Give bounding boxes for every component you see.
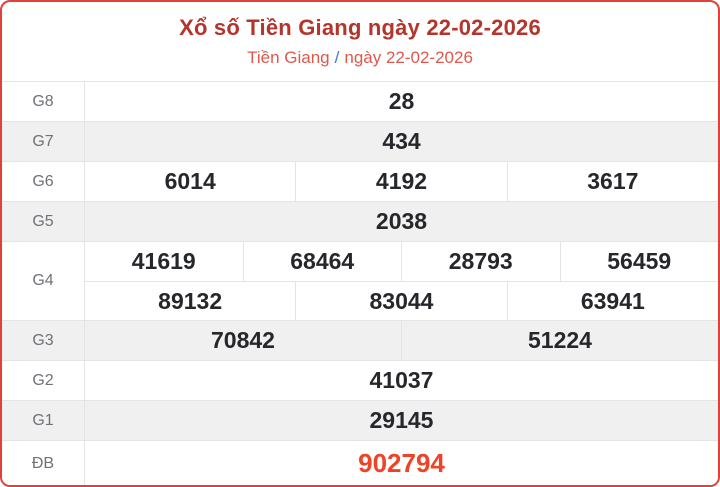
prize-label: G2 bbox=[2, 361, 85, 400]
prize-label: G4 bbox=[2, 242, 85, 320]
prize-row-g5: G5 2038 bbox=[2, 201, 718, 241]
result-header: Xổ số Tiền Giang ngày 22-02-2026 Tiền Gi… bbox=[2, 2, 718, 81]
prize-row-db: ĐB 902794 bbox=[2, 440, 718, 485]
prize-label: G1 bbox=[2, 401, 85, 440]
prize-number: 70842 bbox=[211, 327, 275, 353]
prize-label: G8 bbox=[2, 82, 85, 121]
prize-row-g2: G2 41037 bbox=[2, 360, 718, 400]
prize-number: 56459 bbox=[559, 242, 719, 281]
prize-row-g1: G1 29145 bbox=[2, 400, 718, 440]
results-table: G8 28 G7 434 G6 6014 4192 3617 bbox=[2, 81, 718, 485]
result-title: Xổ số Tiền Giang ngày 22-02-2026 bbox=[179, 15, 541, 40]
prize-row-g8: G8 28 bbox=[2, 81, 718, 121]
prize-label: G3 bbox=[2, 321, 85, 360]
prize-number: 3617 bbox=[506, 162, 718, 201]
breadcrumb-date-link[interactable]: ngày 22-02-2026 bbox=[344, 48, 473, 67]
prize-label: G6 bbox=[2, 162, 85, 201]
breadcrumb-province-link[interactable]: Tiền Giang bbox=[247, 48, 330, 67]
prize-number: 41619 bbox=[131, 248, 196, 274]
prize-number: 434 bbox=[382, 128, 421, 154]
prize-number: 28793 bbox=[401, 242, 560, 281]
prize-label: G5 bbox=[2, 202, 85, 241]
prize-number: 2038 bbox=[375, 208, 428, 234]
prize-number: 28 bbox=[388, 88, 415, 114]
prize-number: 89132 bbox=[158, 287, 223, 314]
prize-number: 51224 bbox=[401, 321, 718, 360]
prize-number: 4192 bbox=[295, 162, 506, 201]
prize-label: ĐB bbox=[2, 441, 85, 485]
prize-number: 6014 bbox=[164, 168, 216, 194]
breadcrumb: Tiền Giang / ngày 22-02-2026 bbox=[247, 48, 473, 68]
prize-label: G7 bbox=[2, 122, 85, 161]
prize-number: 68464 bbox=[242, 242, 402, 281]
prize-number: 83044 bbox=[295, 282, 506, 320]
prize-row-g7: G7 434 bbox=[2, 121, 718, 161]
prize-number: 63941 bbox=[506, 282, 718, 320]
breadcrumb-separator: / bbox=[334, 48, 340, 67]
prize-row-g3: G3 70842 51224 bbox=[2, 320, 718, 360]
prize-number: 41037 bbox=[369, 367, 434, 393]
prize-number: 29145 bbox=[369, 407, 434, 433]
special-prize-number: 902794 bbox=[358, 448, 445, 478]
prize-row-g6: G6 6014 4192 3617 bbox=[2, 161, 718, 201]
prize-row-g4: G4 41619 68464 28793 56459 89132 83044 6… bbox=[2, 241, 718, 320]
